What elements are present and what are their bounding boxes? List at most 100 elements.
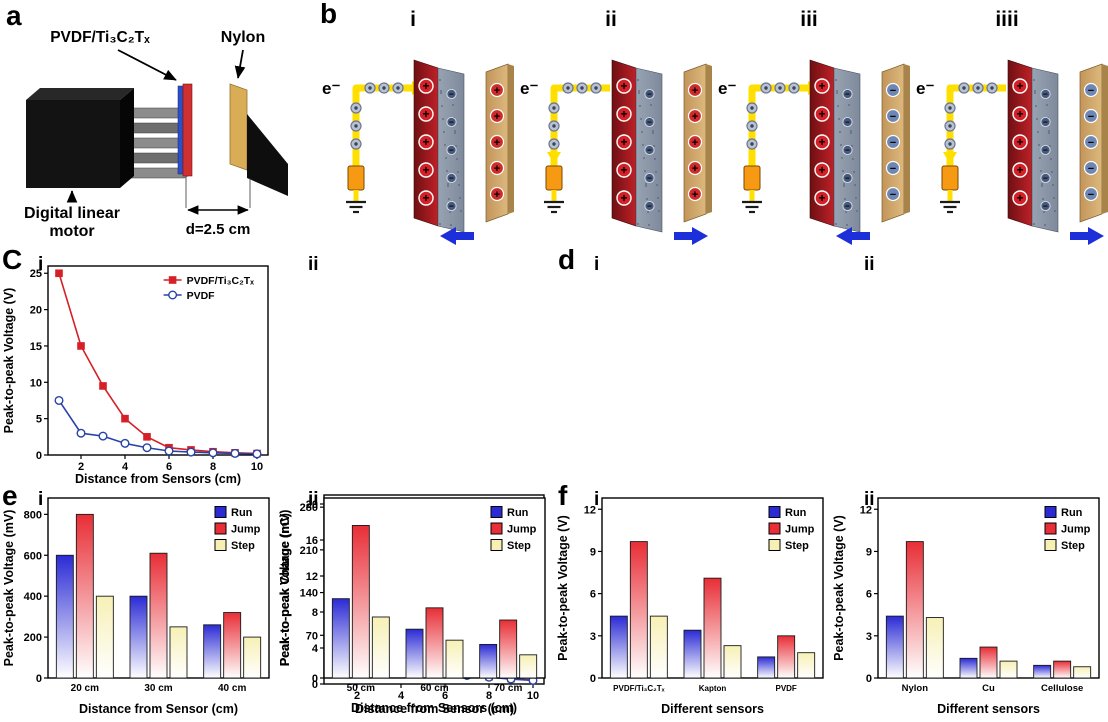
svg-text:6: 6	[866, 589, 872, 601]
svg-text:−: −	[449, 145, 454, 155]
svg-text:Run: Run	[1061, 507, 1083, 519]
svg-text:+: +	[422, 191, 429, 205]
svg-text:6: 6	[166, 461, 172, 473]
panel-label-d: d	[558, 244, 576, 275]
svg-text:+: +	[494, 111, 500, 123]
svg-text:8: 8	[312, 607, 318, 619]
svg-text:12: 12	[584, 504, 596, 516]
svg-text:50 cm: 50 cm	[347, 683, 375, 694]
motor-label-line2: motor	[49, 223, 94, 240]
svg-text:Step: Step	[1061, 540, 1085, 552]
svg-text:Step: Step	[785, 540, 809, 552]
svg-text:−: −	[1088, 85, 1094, 97]
svg-text:0: 0	[36, 450, 42, 462]
panel-label-b: b	[320, 0, 338, 29]
svg-text:e⁻: e⁻	[520, 79, 538, 98]
svg-text:Peak-to-peak Voltage (mV): Peak-to-peak Voltage (mV)	[278, 510, 292, 667]
sublabel-f-ii: ii	[864, 489, 875, 510]
sublabel-c-ii: ii	[308, 254, 319, 275]
svg-text:+: +	[494, 137, 500, 149]
svg-text:4: 4	[122, 461, 129, 473]
svg-text:+: +	[692, 85, 698, 97]
sublabel-d-ii: ii	[864, 254, 875, 275]
svg-text:40 cm: 40 cm	[218, 683, 246, 694]
svg-text:70: 70	[306, 630, 318, 642]
svg-text:60 cm: 60 cm	[420, 683, 448, 694]
svg-text:12: 12	[306, 571, 318, 583]
svg-text:10: 10	[30, 377, 42, 389]
svg-text:+: +	[1016, 163, 1023, 177]
svg-text:+: +	[1016, 79, 1023, 93]
svg-text:Peak-to-peak Charge (nC): Peak-to-peak Charge (nC)	[278, 513, 292, 666]
film-label: PVDF/Ti₃C₂Tₓ	[50, 29, 150, 46]
svg-text:−: −	[449, 89, 454, 99]
svg-text:2: 2	[354, 690, 360, 702]
svg-text:Run: Run	[785, 507, 807, 519]
distance-label: d=2.5 cm	[186, 221, 251, 238]
svg-text:−: −	[1088, 189, 1094, 201]
svg-text:30 cm: 30 cm	[144, 683, 172, 694]
svg-text:15: 15	[30, 341, 42, 353]
svg-text:16: 16	[306, 535, 318, 547]
svg-text:−: −	[845, 145, 850, 155]
svg-text:600: 600	[24, 550, 42, 562]
sublabel-f-i: i	[594, 489, 600, 510]
svg-text:210: 210	[300, 545, 318, 557]
svg-text:9: 9	[866, 546, 872, 558]
svg-text:−: −	[890, 163, 896, 175]
svg-text:0: 0	[866, 673, 872, 685]
svg-text:+: +	[620, 107, 627, 121]
panel-b-unit: ii e⁻ + + + + + − − − − − + + + + +	[520, 8, 712, 245]
svg-text:−: −	[647, 145, 652, 155]
svg-text:3: 3	[590, 631, 596, 643]
svg-text:8: 8	[486, 690, 492, 702]
svg-text:−: −	[449, 201, 454, 211]
nylon-label: Nylon	[221, 29, 265, 46]
svg-text:+: +	[818, 191, 825, 205]
svg-text:−: −	[1088, 111, 1094, 123]
svg-text:20 cm: 20 cm	[71, 683, 99, 694]
svg-text:+: +	[692, 137, 698, 149]
svg-text:−: −	[890, 111, 896, 123]
svg-text:400: 400	[24, 591, 42, 603]
svg-text:−: −	[845, 173, 850, 183]
svg-text:3: 3	[866, 631, 872, 643]
bar-chart-svg: 0 3 6 9 12 PVDF/Ti₃C₂Tₓ Kapton PVDF Different se…	[556, 497, 824, 716]
svg-text:+: +	[818, 79, 825, 93]
svg-text:140: 140	[300, 588, 318, 600]
panel-label-c: C	[2, 244, 23, 275]
svg-text:+: +	[494, 85, 500, 97]
svg-text:PVDF: PVDF	[775, 684, 796, 693]
panel-b-unit: i e⁻ + + + + + − − − − − + + + + +	[322, 8, 514, 245]
svg-text:Peak-to-peak Voltage (mV): Peak-to-peak Voltage (mV)	[2, 510, 16, 667]
panel-a-illustration: PVDF/Ti₃C₂Tₓ Nylon Digital linear motor …	[0, 8, 310, 256]
svg-text:25: 25	[30, 268, 42, 280]
svg-text:+: +	[422, 163, 429, 177]
svg-text:Distance from Sensor (cm): Distance from Sensor (cm)	[79, 702, 238, 716]
svg-text:+: +	[620, 191, 627, 205]
svg-text:PVDF/Ti₃C₂Tₓ: PVDF/Ti₃C₂Tₓ	[187, 275, 255, 287]
svg-text:+: +	[422, 135, 429, 149]
svg-text:−: −	[845, 201, 850, 211]
svg-text:6: 6	[590, 589, 596, 601]
svg-text:Peak-to-peak Voltage (V): Peak-to-peak Voltage (V)	[2, 288, 16, 434]
svg-text:+: +	[818, 107, 825, 121]
svg-text:+: +	[692, 189, 698, 201]
svg-text:8: 8	[210, 461, 216, 473]
nylon-mount	[247, 114, 288, 196]
svg-text:Step: Step	[507, 540, 531, 552]
svg-text:+: +	[818, 135, 825, 149]
svg-text:Distance from Sensors (cm): Distance from Sensors (cm)	[75, 472, 241, 486]
svg-text:0: 0	[590, 673, 596, 685]
svg-text:9: 9	[590, 546, 596, 558]
svg-text:0: 0	[312, 679, 318, 691]
sublabel-e-ii: ii	[308, 489, 319, 510]
svg-text:20: 20	[306, 499, 318, 511]
svg-text:280: 280	[300, 502, 318, 514]
svg-text:e⁻: e⁻	[916, 79, 934, 98]
svg-text:Jump: Jump	[507, 524, 537, 536]
chart-e-i: 0 200 400 600 800 20 cm 30 cm 40 cm Distance fro…	[2, 492, 276, 718]
panel-label-e: e	[2, 480, 18, 511]
svg-text:+: +	[692, 163, 698, 175]
